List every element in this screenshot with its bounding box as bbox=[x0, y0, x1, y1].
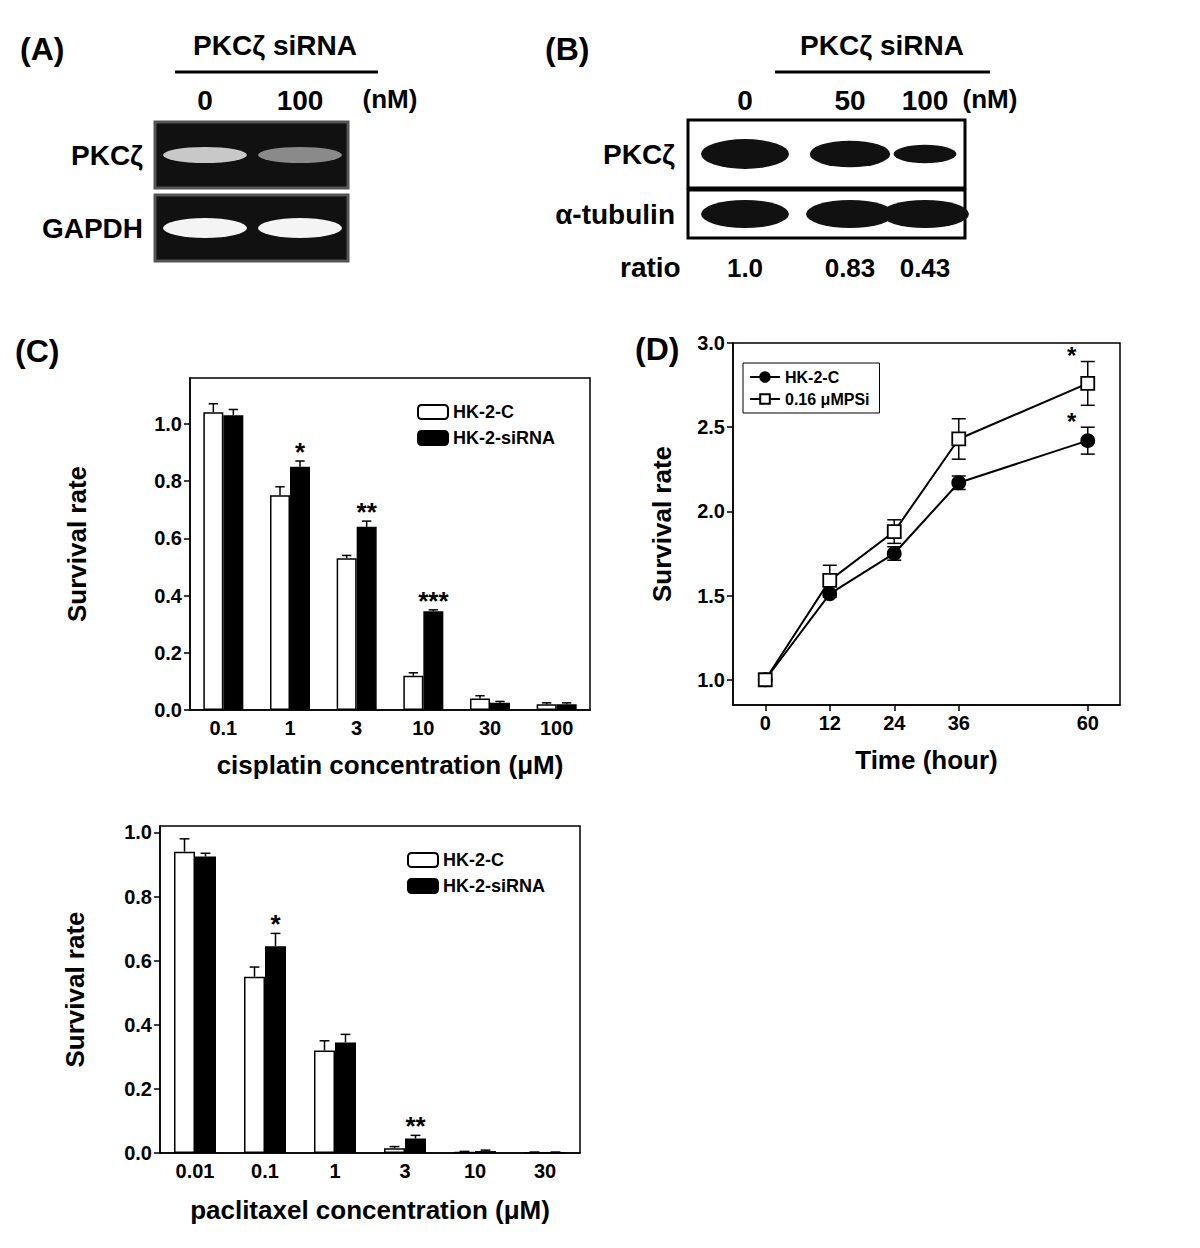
svg-text:cisplatin concentration (μM): cisplatin concentration (μM) bbox=[217, 750, 564, 780]
svg-text:(B): (B) bbox=[545, 31, 589, 67]
svg-text:1.5: 1.5 bbox=[697, 585, 725, 607]
svg-text:PKCζ siRNA: PKCζ siRNA bbox=[193, 30, 357, 61]
svg-text:HK-2-C: HK-2-C bbox=[453, 402, 514, 422]
svg-text:HK-2-siRNA: HK-2-siRNA bbox=[453, 428, 555, 448]
svg-text:0.0: 0.0 bbox=[154, 699, 182, 721]
svg-text:*: * bbox=[1067, 342, 1077, 369]
svg-text:*: * bbox=[295, 437, 306, 467]
svg-text:50: 50 bbox=[834, 85, 865, 116]
svg-text:PKCζ: PKCζ bbox=[603, 139, 675, 170]
svg-text:0: 0 bbox=[737, 85, 753, 116]
svg-text:0.2: 0.2 bbox=[154, 642, 182, 664]
svg-text:10: 10 bbox=[412, 717, 434, 739]
svg-text:2.5: 2.5 bbox=[697, 416, 725, 438]
svg-text:0.0: 0.0 bbox=[124, 1142, 152, 1164]
svg-text:*: * bbox=[270, 909, 281, 939]
svg-text:1: 1 bbox=[284, 717, 295, 739]
svg-text:PKCζ: PKCζ bbox=[71, 140, 143, 171]
svg-text:60: 60 bbox=[1077, 712, 1099, 734]
svg-text:0.8: 0.8 bbox=[124, 886, 152, 908]
svg-text:0.4: 0.4 bbox=[124, 1014, 153, 1036]
svg-text:1.0: 1.0 bbox=[697, 669, 725, 691]
svg-text:**: ** bbox=[357, 497, 378, 527]
svg-text:1.0: 1.0 bbox=[154, 413, 182, 435]
svg-text:0.16 μMPSi: 0.16 μMPSi bbox=[785, 391, 870, 408]
svg-text:PKCζ siRNA: PKCζ siRNA bbox=[800, 30, 964, 61]
svg-text:1.0: 1.0 bbox=[124, 821, 152, 843]
svg-text:0.4: 0.4 bbox=[154, 585, 183, 607]
svg-text:*: * bbox=[1067, 408, 1077, 435]
svg-text:HK-2-C: HK-2-C bbox=[785, 369, 840, 386]
svg-text:36: 36 bbox=[948, 712, 970, 734]
svg-text:0.01: 0.01 bbox=[176, 1160, 215, 1182]
svg-text:HK-2-C: HK-2-C bbox=[443, 850, 504, 870]
svg-text:Survival rate: Survival rate bbox=[647, 446, 677, 602]
svg-text:***: *** bbox=[418, 586, 449, 616]
svg-text:(nM): (nM) bbox=[363, 84, 418, 114]
svg-text:Survival rate: Survival rate bbox=[60, 911, 90, 1067]
svg-text:10: 10 bbox=[464, 1160, 486, 1182]
svg-text:ratio: ratio bbox=[620, 252, 681, 283]
svg-text:24: 24 bbox=[883, 712, 906, 734]
svg-text:3.0: 3.0 bbox=[697, 332, 725, 354]
svg-text:0.2: 0.2 bbox=[124, 1078, 152, 1100]
svg-text:0.6: 0.6 bbox=[124, 950, 152, 972]
svg-text:0.6: 0.6 bbox=[154, 527, 182, 549]
svg-text:GAPDH: GAPDH bbox=[42, 213, 143, 244]
svg-text:30: 30 bbox=[479, 717, 501, 739]
svg-text:30: 30 bbox=[534, 1160, 556, 1182]
svg-text:HK-2-siRNA: HK-2-siRNA bbox=[443, 876, 545, 896]
svg-text:0.83: 0.83 bbox=[825, 253, 876, 283]
svg-text:0.1: 0.1 bbox=[251, 1160, 279, 1182]
svg-text:1.0: 1.0 bbox=[727, 253, 763, 283]
svg-text:**: ** bbox=[405, 1111, 426, 1141]
svg-text:100: 100 bbox=[540, 717, 573, 739]
svg-text:paclitaxel concentration (μM): paclitaxel concentration (μM) bbox=[190, 1195, 550, 1225]
svg-text:1: 1 bbox=[329, 1160, 340, 1182]
svg-text:α-tubulin: α-tubulin bbox=[555, 199, 675, 230]
svg-text:Survival rate: Survival rate bbox=[62, 466, 92, 622]
svg-text:3: 3 bbox=[351, 717, 362, 739]
svg-text:3: 3 bbox=[399, 1160, 410, 1182]
svg-text:12: 12 bbox=[819, 712, 841, 734]
svg-text:Time (hour): Time (hour) bbox=[855, 745, 998, 775]
svg-text:0: 0 bbox=[760, 712, 771, 734]
svg-text:(A): (A) bbox=[20, 31, 64, 67]
svg-text:100: 100 bbox=[902, 85, 949, 116]
svg-text:0: 0 bbox=[197, 85, 213, 116]
svg-text:0.1: 0.1 bbox=[209, 717, 237, 739]
svg-text:2.0: 2.0 bbox=[697, 500, 725, 522]
svg-text:100: 100 bbox=[277, 85, 324, 116]
svg-text:(D): (D) bbox=[635, 331, 679, 367]
svg-text:0.43: 0.43 bbox=[900, 253, 951, 283]
svg-text:(nM): (nM) bbox=[963, 84, 1018, 114]
svg-text:0.8: 0.8 bbox=[154, 470, 182, 492]
svg-text:(C): (C) bbox=[15, 333, 59, 369]
